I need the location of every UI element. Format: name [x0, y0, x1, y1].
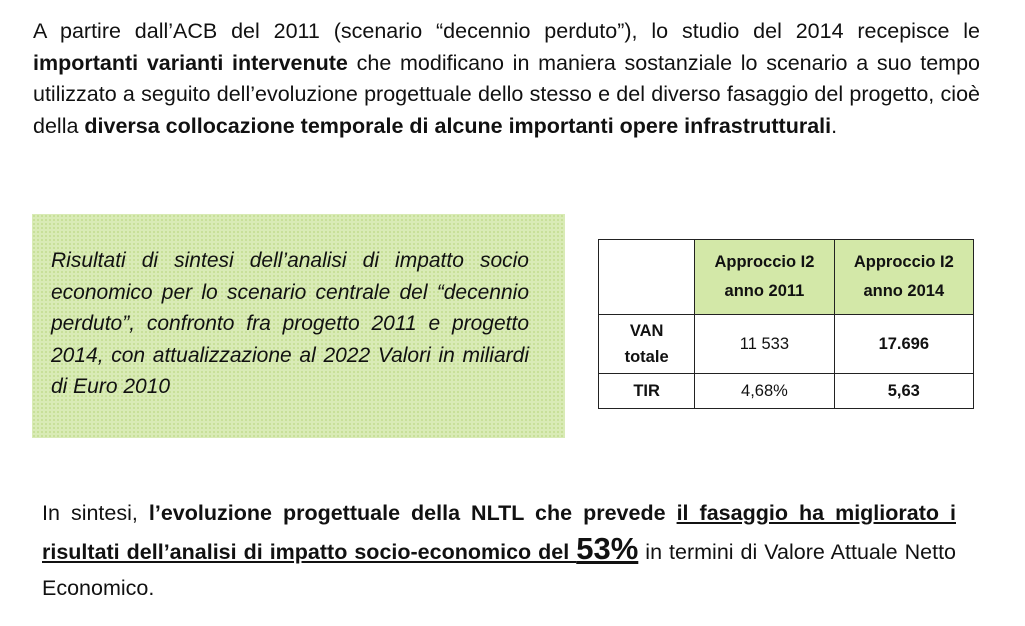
- row-label-van-line1: VAN: [629, 322, 664, 340]
- summary-text: Risultati di sintesi dell’analisi di imp…: [51, 249, 529, 398]
- table-header-row: Approccio I2 anno 2011 Approccio I2 anno…: [597, 239, 975, 315]
- row-label-tir: TIR: [597, 373, 696, 409]
- intro-bold-collocazione: diversa collocazione temporale di alcune…: [84, 113, 832, 138]
- summary-box: Risultati di sintesi dell’analisi di imp…: [32, 214, 565, 438]
- intro-text-1: A partire dall’ACB del 2011 (scenario “d…: [33, 19, 980, 43]
- row-label-van: VAN totale: [597, 314, 696, 374]
- conclusion-underlined: il fasaggio ha migliorato i risultati de…: [42, 501, 956, 564]
- conclusion-text-2: in termini di Valore Attuale Netto Econo…: [42, 540, 957, 600]
- intro-text-3: .: [831, 113, 838, 138]
- table-corner-cell: [597, 239, 696, 315]
- header-2011-line2: anno 2011: [724, 282, 805, 300]
- header-2014-line1: Approccio I2: [853, 253, 954, 271]
- header-2014-line2: anno 2014: [863, 282, 945, 300]
- conclusion-text-1: In sintesi,: [42, 501, 149, 525]
- intro-text-2: che modificano in maniera sostanziale lo…: [33, 50, 980, 138]
- header-approccio-2014: Approccio I2 anno 2014: [833, 239, 975, 315]
- intro-paragraph: A partire dall’ACB del 2011 (scenario “d…: [33, 16, 980, 142]
- header-2011-line1: Approccio I2: [714, 253, 815, 271]
- cell-tir-2011: 4,68%: [694, 373, 835, 409]
- table-row: TIR 4,68% 5,63: [597, 373, 975, 409]
- cell-tir-2014: 5,63: [833, 373, 975, 409]
- header-approccio-2011: Approccio I2 anno 2011: [694, 239, 835, 315]
- table-row: VAN totale 11 533 17.696: [597, 314, 975, 374]
- intro-bold-varianti: importanti varianti intervenute: [33, 50, 348, 75]
- cell-van-2011: 11 533: [694, 314, 835, 374]
- cell-van-2014: 17.696: [833, 314, 975, 374]
- results-table: Approccio I2 anno 2011 Approccio I2 anno…: [597, 239, 975, 409]
- conclusion-percent: 53%: [576, 531, 639, 566]
- conclusion-paragraph: In sintesi, l’evoluzione progettuale del…: [42, 495, 956, 606]
- row-label-van-line2: totale: [624, 348, 669, 366]
- conclusion-bold: l’evoluzione progettuale della NLTL che …: [148, 501, 677, 525]
